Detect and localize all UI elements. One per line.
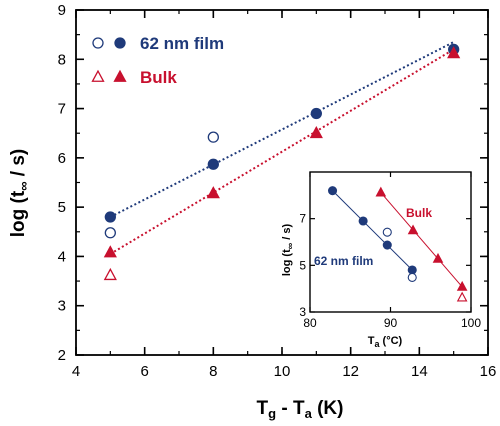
data-point: [103, 267, 117, 281]
inset-data-point: [407, 265, 417, 275]
inset-label-film: 62 nm film: [314, 254, 373, 268]
inset-data-point: [456, 291, 468, 302]
data-point: [103, 245, 117, 258]
inset-x-axis-title: Ta (°C): [368, 335, 403, 349]
x-tick-label: 8: [209, 363, 217, 380]
fit-line: [109, 48, 455, 255]
y-axis-title: log (t∞ / s): [8, 149, 31, 237]
data-point: [206, 186, 220, 199]
y-tick-label: 9: [58, 2, 66, 19]
legend-marker-open: [91, 69, 105, 82]
y-tick-label: 3: [58, 298, 66, 315]
x-tick-label: 12: [342, 363, 359, 380]
legend-marker-filled: [114, 37, 126, 49]
x-tick-label: 16: [480, 363, 497, 380]
y-tick-label: 8: [58, 51, 66, 68]
y-tick-label: 6: [58, 150, 66, 167]
legend-marker-open: [92, 37, 104, 49]
inset-plot: 80 90 100 3 5 7 Bulk 62 nm film: [299, 171, 481, 330]
data-point: [207, 158, 219, 170]
inset-data-point: [432, 252, 444, 263]
data-point: [310, 107, 322, 120]
fit-line: [109, 41, 455, 218]
data-point: [447, 46, 461, 59]
x-tick-label: 4: [72, 363, 80, 380]
inset-y-tick-label: 3: [299, 305, 306, 319]
inset-data-point: [382, 227, 392, 237]
inset-data-point: [358, 216, 368, 226]
y-tick-label: 2: [58, 347, 66, 364]
data-point: [104, 227, 116, 239]
legend-marker-filled: [113, 69, 127, 82]
data-point: [104, 211, 116, 223]
data-point: [207, 131, 219, 143]
x-tick-label: 10: [274, 363, 291, 380]
x-axis-title: Tg - Ta (K): [257, 398, 344, 421]
x-tick-label: 14: [411, 363, 428, 380]
inset-x-tick-label: 100: [461, 316, 481, 330]
inset-x-tick-label: 80: [303, 316, 317, 330]
inset-data-point: [456, 280, 468, 291]
y-tick-label: 7: [58, 101, 66, 118]
y-tick-label: 5: [58, 199, 66, 216]
inset-data-point: [327, 186, 338, 196]
inset-fit-line: [380, 192, 463, 288]
inset-y-axis-title: log (t∞ / s): [281, 224, 295, 277]
inset-data-point: [407, 272, 417, 283]
inset-x-tick-label: 90: [384, 316, 398, 330]
legend-label: Bulk: [140, 68, 177, 87]
inset-fit-line: [332, 190, 413, 271]
inset-label-bulk: Bulk: [406, 206, 432, 220]
inset-data-point: [407, 224, 419, 235]
inset-y-tick-label: 7: [299, 212, 306, 226]
inset-data-point: [375, 186, 387, 197]
inset-y-tick-label: 5: [299, 258, 306, 272]
data-point: [309, 125, 323, 139]
y-tick-label: 4: [58, 248, 66, 265]
legend: 62 nm film Bulk: [91, 34, 224, 87]
x-tick-label: 6: [140, 363, 148, 380]
legend-label: 62 nm film: [140, 34, 224, 53]
inset-data-point: [382, 240, 392, 250]
